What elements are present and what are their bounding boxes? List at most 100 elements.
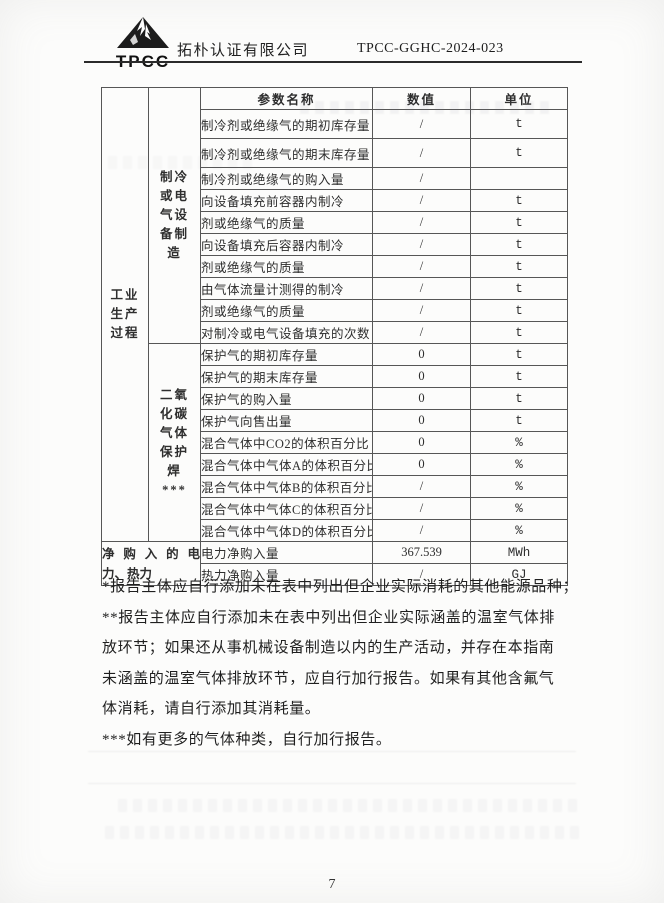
header-divider: [84, 61, 582, 63]
param-unit-cell: %: [470, 497, 568, 520]
param-unit-cell: MWh: [470, 541, 568, 564]
bleed-through-artifact: [118, 799, 578, 812]
table-row: 剂或绝缘气的质量 / t: [102, 299, 568, 322]
param-unit-cell: t: [470, 321, 568, 344]
param-name-cell: 电力净购入量: [200, 541, 373, 564]
param-name-cell: 保护气的期初库存量: [200, 343, 373, 366]
footnote-line: 未涵盖的温室气体排放环节，应自行加行报告。如果有其他含氟气: [102, 670, 555, 687]
param-value-cell: /: [372, 277, 471, 300]
param-value-cell: /: [372, 138, 471, 168]
param-value-cell: 0: [372, 343, 471, 366]
param-unit-cell: t: [470, 299, 568, 322]
param-value-cell: /: [372, 563, 471, 586]
param-name-cell: 保护气的购入量: [200, 387, 373, 410]
param-name-cell: 制冷剂或绝缘气的购入量: [200, 167, 373, 190]
param-unit-cell: %: [470, 519, 568, 542]
table-row: 对制冷或电气设备填充的次数 / t: [102, 321, 568, 344]
table-row: 二氧 化碳 气体 保护焊 *** 保护气的期初库存量 0 t: [102, 343, 568, 542]
table-row: 制冷剂或绝缘气的购入量 /: [102, 167, 568, 190]
parameters-table: 工业 生产 过程 制冷 或电 气设 备制 造 参数名称 数值 单位 制冷剂或绝缘…: [101, 87, 568, 586]
table-row: 保护气的购入量 0 t: [102, 387, 568, 410]
param-name-cell: 混合气体中气体B的体积百分比: [200, 475, 373, 498]
group-refrigeration-equipment: 制冷 或电 气设 备制 造: [148, 87, 201, 344]
param-value-cell: /: [372, 167, 471, 190]
table-row: 向设备填充前容器内制冷 / t: [102, 189, 568, 212]
param-value-cell: /: [372, 255, 471, 278]
param-unit-cell: %: [470, 475, 568, 498]
footnote-line: **报告主体应自行添加未在表中列出但企业实际涵盖的温室气体排: [102, 609, 556, 626]
footnote-line: 放环节；如果还从事机械设备制造以内的生产活动，并存在本指南: [102, 640, 555, 656]
param-value-cell: /: [372, 321, 471, 344]
param-unit-cell: t: [470, 109, 568, 139]
param-unit-cell: %: [470, 431, 568, 454]
table-row: 剂或绝缘气的质量 / t: [102, 211, 568, 234]
params-table-body: 工业 生产 过程 制冷 或电 气设 备制 造 参数名称 数值 单位 制冷剂或绝缘…: [101, 87, 568, 586]
param-name-cell: 制冷剂或绝缘气的期初库存量: [200, 109, 373, 139]
param-value-cell: /: [372, 189, 471, 212]
param-unit-cell: t: [470, 387, 568, 410]
param-name-cell: 混合气体中气体A的体积百分比: [200, 453, 373, 476]
param-name-cell: 剂或绝缘气的质量: [200, 255, 373, 278]
param-value-cell: 0: [372, 453, 471, 476]
param-unit-cell: t: [470, 343, 568, 366]
param-value-cell: 0: [372, 431, 471, 454]
table-row: 向设备填充后容器内制冷 / t: [102, 233, 568, 256]
param-value-cell: /: [372, 109, 471, 139]
param-unit-cell: t: [470, 233, 568, 256]
param-unit-cell: t: [470, 138, 568, 168]
param-value-cell: 367.539: [372, 541, 471, 564]
footnote-line: ***如有更多的气体种类，自行加行报告。: [102, 731, 392, 748]
group-net-purchase: 净购入的电 力、热力: [101, 541, 201, 586]
group-co2-welding: 二氧 化碳 气体 保护焊 ***: [148, 343, 201, 542]
bleed-through-artifact: [105, 826, 580, 839]
param-unit-cell: t: [470, 211, 568, 234]
param-value-cell: 0: [372, 387, 471, 410]
footnotes-block: *报告主体应自行添加未在表中列出但企业实际消耗的其他能源品种； **报告主体应自行…: [102, 572, 582, 755]
param-name-cell: 剂或绝缘气的质量: [200, 299, 373, 322]
param-value-cell: /: [372, 519, 471, 542]
param-name-cell: 由气体流量计测得的制冷: [200, 277, 373, 300]
company-name: 拓朴认证有限公司: [177, 43, 310, 59]
param-name-cell: 混合气体中气体D的体积百分比: [200, 519, 373, 542]
footnote-line: *报告主体应自行添加未在表中列出但企业实际消耗的其他能源品种；: [102, 579, 579, 595]
param-value-cell: /: [372, 497, 471, 520]
param-name-cell: 制冷剂或绝缘气的期末库存量: [200, 138, 373, 168]
param-unit-cell: t: [470, 365, 568, 388]
company-logo: TPCC: [113, 16, 173, 72]
table-row: 保护气向售出量 0 t: [102, 409, 568, 432]
table-row: 净购入的电 力、热力 电力净购入量 367.539 MWh: [101, 541, 568, 586]
param-name-cell: 向设备填充后容器内制冷: [200, 233, 373, 256]
param-unit-cell: t: [470, 409, 568, 432]
param-name-cell: 混合气体中气体C的体积百分比: [200, 497, 373, 520]
param-name-cell: 对制冷或电气设备填充的次数: [200, 321, 373, 344]
param-unit-cell: GJ: [470, 563, 568, 586]
table-row: 热力净购入量 / GJ: [102, 563, 568, 586]
table-row: 混合气体中CO2的体积百分比 0%: [102, 431, 568, 454]
param-name-cell: 剂或绝缘气的质量: [200, 211, 373, 234]
param-value-cell: /: [372, 475, 471, 498]
param-unit-cell: %: [470, 453, 568, 476]
column-header-value: 数值: [372, 87, 471, 110]
table-row: 混合气体中气体D的体积百分比 /%: [102, 519, 568, 542]
param-name-cell: 向设备填充前容器内制冷: [200, 189, 373, 212]
table-row: 混合气体中气体B的体积百分比 /%: [102, 475, 568, 498]
table-header-row: 工业 生产 过程 制冷 或电 气设 备制 造 参数名称 数值 单位: [101, 87, 568, 542]
mountain-logo-icon: [116, 17, 170, 54]
param-unit-cell: t: [470, 189, 568, 212]
param-name-cell: 混合气体中CO2的体积百分比: [200, 431, 373, 454]
param-value-cell: 0: [372, 365, 471, 388]
param-value-cell: /: [372, 211, 471, 234]
param-unit-cell: [470, 167, 568, 190]
param-value-cell: 0: [372, 409, 471, 432]
param-name-cell: 保护气的期末库存量: [200, 365, 373, 388]
param-unit-cell: t: [470, 277, 568, 300]
table-row: 制冷剂或绝缘气的期末库存量 / t: [102, 138, 568, 168]
column-header-unit: 单位: [470, 87, 568, 110]
table-row: 由气体流量计测得的制冷 / t: [102, 277, 568, 300]
footnote-line: 体消耗，请自行添加其消耗量。: [102, 701, 321, 717]
page-number: 7: [328, 877, 336, 892]
param-value-cell: /: [372, 299, 471, 322]
bleed-through-artifact: [88, 783, 576, 784]
param-name-cell: 保护气向售出量: [200, 409, 373, 432]
